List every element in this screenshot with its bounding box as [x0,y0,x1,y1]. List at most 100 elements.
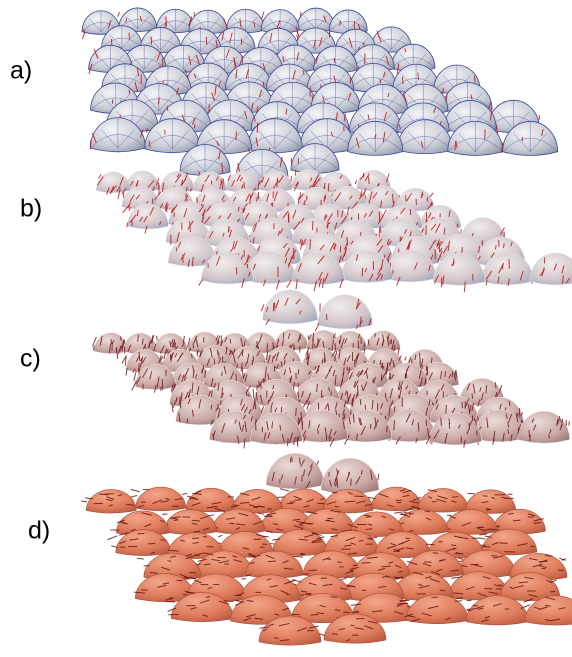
vector-arrow [287,438,288,446]
dome [164,510,216,535]
dome [396,510,448,535]
vector-arrow [104,494,114,495]
vector-arrow [118,12,120,17]
dome [318,295,373,329]
vector-arrow [310,240,311,250]
vector-arrow [472,393,473,398]
vector-arrow [427,366,428,375]
vector-arrow [446,95,447,102]
vector-arrow [335,343,336,351]
vector-arrow [495,245,496,249]
vector-arrow [219,352,220,359]
surface-panel [81,487,572,645]
page: {"panels": [{"label": "a)"}, {"label": "… [0,0,572,657]
vector-arrow [491,529,497,530]
vector-arrow [378,474,379,480]
vector-arrow [176,247,177,251]
vector-arrow [446,405,447,414]
vector-arrow [405,357,407,361]
vector-arrow [293,556,303,557]
vector-arrow [418,73,419,81]
dome [86,489,136,513]
vector-arrow [462,247,463,253]
vector-arrow [335,354,336,361]
vector-arrow [268,400,269,405]
vector-arrow [166,602,175,603]
vector-arrow [292,457,293,462]
vector-arrow [455,601,462,602]
vector-arrow [311,615,318,616]
vector-arrow [268,561,276,562]
vector-arrow [439,244,440,252]
vector-arrow [82,32,85,40]
vector-arrow [317,461,319,465]
vector-arrow [328,223,329,229]
vector-arrow [191,354,192,359]
vector-arrow [261,304,264,311]
vector-arrow [258,183,259,190]
vector-arrow [296,408,297,416]
surface-panel [82,8,558,185]
vector-arrow [291,158,292,165]
dome [530,253,572,285]
vector-arrow [211,405,212,410]
vector-arrow [199,279,203,285]
vector-arrow [369,177,370,184]
vector-arrow [390,372,391,379]
vector-arrow [426,544,434,545]
vector-arrow [549,434,550,438]
rendered-surfaces [81,8,572,645]
vector-arrow [550,591,555,592]
vector-arrow [236,131,237,140]
vector-arrow [167,106,168,111]
dome [186,488,236,512]
vector-arrow [129,90,130,95]
vector-arrow [430,193,433,197]
vector-arrow [193,343,194,348]
vector-arrow [397,603,408,604]
vector-arrow [343,612,349,613]
vector-arrow [242,579,246,580]
vector-arrow [385,393,386,399]
vector-arrow [499,543,508,544]
dome [263,290,318,324]
vector-arrow [230,339,231,344]
vector-arrow [160,540,165,541]
vector-arrow [443,88,444,94]
panel-label: b) [20,195,42,223]
vector-arrow [508,422,509,427]
vector-arrow [253,389,254,399]
vector-arrow [108,536,118,540]
vector-arrow [218,535,222,537]
vector-arrow [433,553,438,554]
vector-arrow [190,221,191,232]
vector-arrow [127,223,128,227]
vector-arrow [286,594,290,595]
vector-arrow [330,597,337,598]
vector-arrow [194,531,200,532]
dome [321,458,379,494]
vector-arrow [122,343,123,351]
vector-arrow [394,420,395,430]
vector-arrow [261,384,262,389]
surface-panel [96,169,572,331]
vector-arrow [476,527,481,528]
vector-arrow [394,512,403,513]
vector-arrow [355,180,356,184]
vector-arrow [418,422,419,431]
panel-label: a) [10,57,32,85]
vector-arrow [262,11,264,19]
dome [418,488,468,512]
vector-arrow [182,493,187,494]
vector-arrow [402,77,403,84]
vector-arrow [192,520,200,521]
vector-arrow [452,497,458,498]
vector-arrow [174,340,175,348]
figure: a) b) c) d) [0,0,572,657]
vector-arrow [477,431,478,436]
vector-arrow [332,492,337,493]
vector-arrow [519,408,520,417]
vector-arrow [315,323,319,331]
vector-arrow [432,501,437,502]
vector-arrow [360,399,361,405]
